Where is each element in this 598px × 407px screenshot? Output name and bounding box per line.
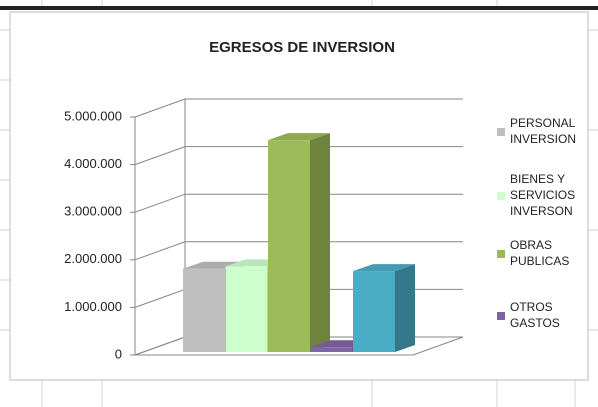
y-tick-label: 0 [115, 346, 122, 361]
legend-swatch [497, 250, 505, 258]
y-tick-label: 4.000.000 [64, 156, 122, 171]
bar-side [310, 133, 330, 352]
grid-line [134, 146, 463, 166]
grid-line [134, 193, 463, 213]
bar-front [225, 266, 268, 352]
bar-top [268, 133, 330, 141]
top-border [0, 6, 598, 10]
y-tick-label: 1.000.000 [64, 299, 122, 314]
legend-label: BIENES Y SERVICIOS INVERSON [510, 172, 575, 218]
legend-label: OTROS GASTOS [510, 300, 560, 330]
bar-front [310, 347, 353, 352]
legend-label: PERSONAL INVERSION [510, 116, 576, 146]
legend-swatch [497, 192, 505, 200]
bar-side [395, 264, 415, 352]
legend-swatch [497, 312, 505, 320]
y-tick-label: 5.000.000 [64, 108, 122, 123]
y-tick-label: 2.000.000 [64, 251, 122, 266]
grid-line [134, 98, 463, 118]
legend-swatch [497, 128, 505, 136]
bar [353, 264, 415, 352]
grid-line [134, 241, 463, 261]
legend-label: OBRAS PUBLICAS [510, 238, 569, 268]
bar [268, 133, 330, 352]
bar-front [183, 268, 225, 352]
bar-front [268, 140, 310, 352]
y-tick-label: 3.000.000 [64, 204, 122, 219]
chart-title: EGRESOS DE INVERSION [209, 39, 395, 56]
bar-front [353, 271, 395, 352]
bar-top [353, 264, 415, 272]
